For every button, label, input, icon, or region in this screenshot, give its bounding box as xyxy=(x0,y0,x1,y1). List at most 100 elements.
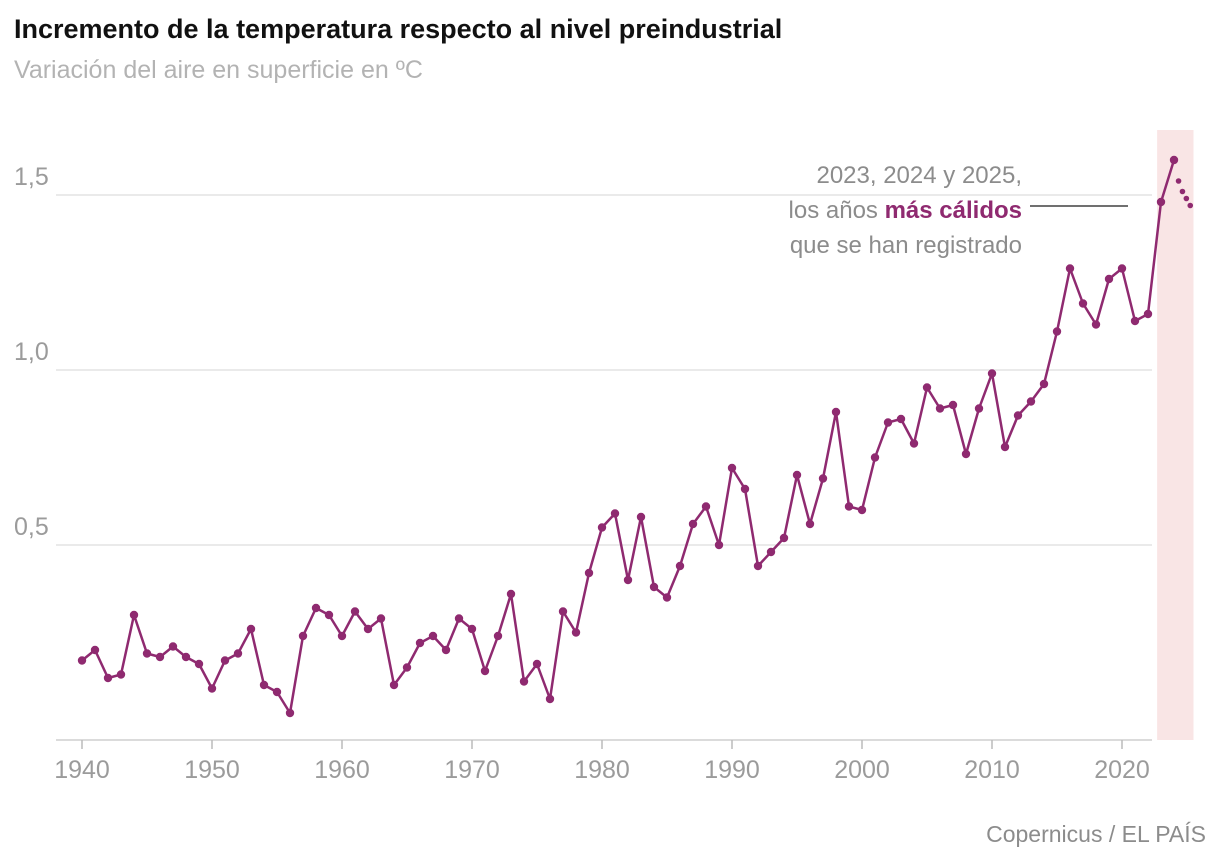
data-point-2009 xyxy=(974,404,984,413)
x-axis-label-1940: 1940 xyxy=(54,756,110,784)
highlight-band-2023-2025 xyxy=(1157,130,1194,740)
data-point-1983 xyxy=(636,512,646,522)
data-point-2021 xyxy=(1130,316,1140,326)
data-point-1948 xyxy=(181,652,191,662)
data-point-1954 xyxy=(259,680,269,690)
data-point-1976 xyxy=(545,694,555,704)
data-point-1979 xyxy=(584,568,594,578)
page-subtitle: Variación del aire en superficie en ºC xyxy=(14,56,423,84)
data-point-1992 xyxy=(753,561,763,571)
data-point-1970 xyxy=(467,624,477,634)
x-axis-label-2020: 2020 xyxy=(1094,756,1150,784)
data-point-2024 xyxy=(1169,155,1179,165)
annotation-line-2: los años más cálidos xyxy=(789,193,1022,228)
data-point-1995 xyxy=(792,470,802,480)
x-axis-label-1960: 1960 xyxy=(314,756,370,784)
data-point-1989 xyxy=(714,540,724,550)
data-point-1990 xyxy=(727,463,737,473)
data-point-1950 xyxy=(207,684,217,693)
data-point-1965 xyxy=(402,663,412,672)
data-point-2011 xyxy=(1000,442,1010,452)
data-point-1960 xyxy=(337,631,347,641)
data-point-1955 xyxy=(272,687,282,697)
x-axis-label-1950: 1950 xyxy=(184,756,240,784)
data-point-2013 xyxy=(1026,397,1036,406)
data-point-2019 xyxy=(1104,274,1114,284)
data-point-1969 xyxy=(454,614,464,623)
data-point-1973 xyxy=(506,589,516,599)
data-point-1946 xyxy=(155,652,165,662)
data-point-1997 xyxy=(818,474,828,483)
data-point-1993 xyxy=(766,547,776,557)
data-point-1977 xyxy=(558,607,568,616)
data-point-1957 xyxy=(298,631,308,641)
data-point-1951 xyxy=(220,656,230,665)
data-point-1985 xyxy=(662,593,672,602)
data-point-1952 xyxy=(233,649,243,658)
annotation-line-2-prefix: los años xyxy=(788,197,885,224)
data-point-1974 xyxy=(519,677,529,686)
data-point-2018 xyxy=(1091,320,1101,329)
data-point-2002 xyxy=(883,418,893,427)
data-point-2006 xyxy=(935,404,945,413)
data-point-1982 xyxy=(623,575,633,585)
data-point-2022 xyxy=(1143,309,1153,319)
x-axis-label-1980: 1980 xyxy=(574,756,630,784)
data-point-1984 xyxy=(649,582,659,592)
data-point-1940 xyxy=(77,656,87,665)
x-axis-label-2000: 2000 xyxy=(834,756,890,784)
data-point-1998 xyxy=(831,407,841,417)
data-point-1943 xyxy=(116,670,126,679)
annotation-highlight: más cálidos xyxy=(884,197,1022,224)
warmest-years-annotation: 2023, 2024 y 2025, los años más cálidos … xyxy=(789,158,1022,263)
data-point-1958 xyxy=(311,603,321,613)
data-point-2010 xyxy=(987,369,997,378)
source-credit: Copernicus / EL PAÍS xyxy=(986,821,1206,847)
annotation-line-3: que se han registrado xyxy=(789,232,1022,259)
data-point-1991 xyxy=(740,484,750,494)
data-point-2017 xyxy=(1078,299,1088,308)
data-point-1961 xyxy=(350,607,360,616)
data-point-2004 xyxy=(909,439,919,448)
data-point-1966 xyxy=(415,638,425,648)
data-point-2020 xyxy=(1117,264,1127,273)
data-point-1945 xyxy=(142,649,152,658)
annotation-line-1: 2023, 2024 y 2025, xyxy=(816,162,1022,189)
data-point-1963 xyxy=(376,614,386,623)
data-point-2001 xyxy=(870,453,880,462)
data-point-1949 xyxy=(194,659,204,669)
y-axis-label-1,5: 1,5 xyxy=(14,163,49,191)
data-point-1942 xyxy=(103,673,113,683)
data-point-1959 xyxy=(324,610,334,620)
data-point-1972 xyxy=(493,631,503,641)
data-point-1996 xyxy=(805,519,815,529)
data-point-1999 xyxy=(844,502,854,511)
x-axis-label-1990: 1990 xyxy=(704,756,760,784)
data-point-2007 xyxy=(948,400,958,410)
data-point-1994 xyxy=(779,533,789,543)
data-point-1968 xyxy=(441,645,451,655)
data-point-2015 xyxy=(1052,327,1062,336)
data-point-2014 xyxy=(1039,379,1049,389)
data-point-2003 xyxy=(896,414,906,424)
data-point-1987 xyxy=(688,519,698,529)
data-point-1944 xyxy=(129,610,139,620)
provisional-2025-dot xyxy=(1183,195,1190,202)
y-axis-label-1,0: 1,0 xyxy=(14,338,49,366)
x-axis-label-2010: 2010 xyxy=(964,756,1020,784)
data-point-2012 xyxy=(1013,411,1023,420)
data-point-1988 xyxy=(701,502,711,511)
data-point-1978 xyxy=(571,628,581,637)
provisional-2025-dot xyxy=(1179,188,1186,195)
data-point-2023 xyxy=(1156,197,1166,207)
data-point-1947 xyxy=(168,642,178,651)
y-axis-label-0,5: 0,5 xyxy=(14,513,49,541)
x-axis-label-1970: 1970 xyxy=(444,756,500,784)
data-point-2005 xyxy=(922,383,932,392)
page-title: Incremento de la temperatura respecto al… xyxy=(14,14,783,44)
provisional-2025-dot xyxy=(1175,178,1182,184)
data-point-1953 xyxy=(246,624,256,634)
provisional-2025-dot xyxy=(1187,202,1194,209)
